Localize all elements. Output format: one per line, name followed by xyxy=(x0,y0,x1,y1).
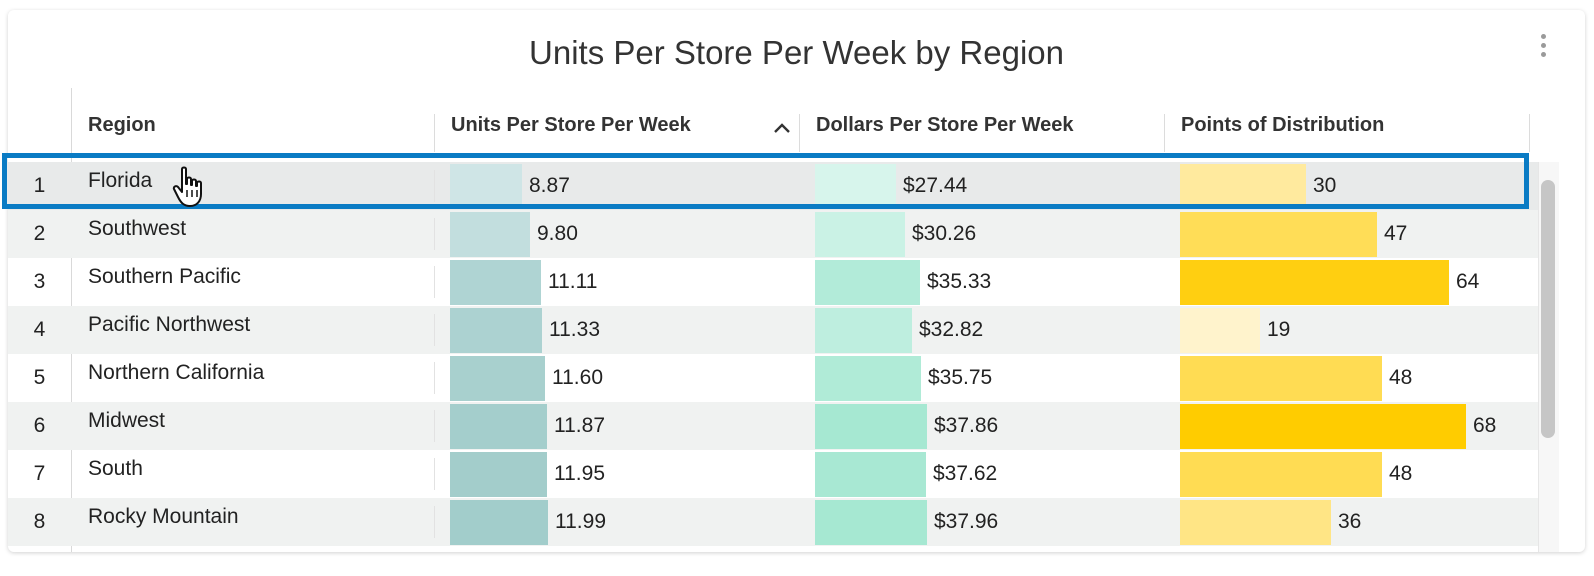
table-row[interactable]: 8 Rocky Mountain 11.99 $37.96 36 xyxy=(8,498,1538,546)
row-number: 8 xyxy=(33,510,46,533)
column-divider[interactable] xyxy=(434,114,435,152)
units-bar[interactable] xyxy=(450,452,547,497)
row-number: 6 xyxy=(33,414,46,437)
units-value: 11.60 xyxy=(552,366,603,389)
cell-divider xyxy=(434,506,435,538)
column-header-points[interactable]: Points of Distribution xyxy=(1181,113,1385,136)
units-bar[interactable] xyxy=(450,212,530,257)
units-value: 11.95 xyxy=(554,462,605,485)
row-number: 2 xyxy=(33,222,46,245)
dollars-bar[interactable] xyxy=(815,452,926,497)
points-bar[interactable] xyxy=(1180,500,1331,545)
row-number: 4 xyxy=(33,318,46,341)
column-header-region[interactable]: Region xyxy=(88,113,156,136)
units-value: 11.33 xyxy=(549,318,600,341)
region-cell[interactable]: South xyxy=(88,457,143,480)
data-grid: Region Units Per Store Per Week Dollars … xyxy=(8,88,1585,552)
points-bar[interactable] xyxy=(1180,356,1382,401)
cell-divider xyxy=(434,314,435,346)
units-value: 8.87 xyxy=(529,174,570,197)
points-bar[interactable] xyxy=(1180,308,1260,353)
region-cell[interactable]: Midwest xyxy=(88,409,166,432)
points-value: 36 xyxy=(1338,510,1362,533)
header-row: Region Units Per Store Per Week Dollars … xyxy=(8,88,1538,163)
column-header-units[interactable]: Units Per Store Per Week xyxy=(451,113,691,136)
region-cell[interactable]: Northern California xyxy=(88,361,265,384)
units-value: 11.11 xyxy=(548,270,598,293)
units-value: 11.87 xyxy=(554,414,605,437)
region-cell[interactable]: Pacific Northwest xyxy=(88,313,251,336)
table-row[interactable]: 5 Northern California 11.60 $35.75 48 xyxy=(8,354,1538,402)
units-value: 11.99 xyxy=(555,510,606,533)
table-card: Units Per Store Per Week by Region Regio… xyxy=(8,10,1585,552)
table-row[interactable]: 4 Pacific Northwest 11.33 $32.82 19 xyxy=(8,306,1538,354)
points-value: 19 xyxy=(1267,318,1291,341)
row-number: 7 xyxy=(33,462,46,485)
dollars-bar[interactable] xyxy=(815,500,927,545)
dollars-value: $35.33 xyxy=(927,270,992,293)
sort-ascending-icon[interactable] xyxy=(770,116,794,140)
points-bar[interactable] xyxy=(1180,164,1306,209)
points-value: 68 xyxy=(1473,414,1497,437)
dollars-bar[interactable] xyxy=(815,404,927,449)
dollars-value: $37.86 xyxy=(934,414,999,437)
dollars-value: $37.62 xyxy=(933,462,998,485)
points-value: 64 xyxy=(1456,270,1480,293)
dollars-value: $32.82 xyxy=(919,318,984,341)
row-number: 3 xyxy=(33,270,46,293)
table-row[interactable]: 2 Southwest 9.80 $30.26 47 xyxy=(8,210,1538,258)
dollars-value: $37.96 xyxy=(934,510,999,533)
points-value: 30 xyxy=(1313,174,1337,197)
column-header-dollars[interactable]: Dollars Per Store Per Week xyxy=(816,113,1074,136)
table-row[interactable]: 6 Midwest 11.87 $37.86 68 xyxy=(8,402,1538,450)
dollars-value: $35.75 xyxy=(928,366,993,389)
dollars-bar[interactable] xyxy=(815,164,896,209)
dollars-bar[interactable] xyxy=(815,260,920,305)
points-bar[interactable] xyxy=(1180,452,1382,497)
cell-divider xyxy=(434,266,435,298)
cell-divider xyxy=(434,410,435,442)
dollars-bar[interactable] xyxy=(815,308,912,353)
dollars-value: $27.44 xyxy=(903,174,968,197)
dollars-value: $30.26 xyxy=(912,222,977,245)
more-options-icon[interactable] xyxy=(1537,32,1549,62)
scrollbar-thumb[interactable] xyxy=(1541,180,1555,438)
units-bar[interactable] xyxy=(450,500,548,545)
column-divider[interactable] xyxy=(1164,114,1165,152)
table-row[interactable]: 1 Florida 8.87 $27.44 30 xyxy=(8,162,1538,210)
region-cell[interactable]: Florida xyxy=(88,169,153,192)
dollars-bar[interactable] xyxy=(815,356,921,401)
points-bar[interactable] xyxy=(1180,260,1449,305)
points-bar[interactable] xyxy=(1180,404,1466,449)
units-bar[interactable] xyxy=(450,356,545,401)
region-cell[interactable]: Southern Pacific xyxy=(88,265,241,288)
units-bar[interactable] xyxy=(450,164,522,209)
units-bar[interactable] xyxy=(450,308,542,353)
row-number: 1 xyxy=(33,174,46,197)
dollars-bar[interactable] xyxy=(815,212,905,257)
column-divider[interactable] xyxy=(799,114,800,152)
cell-divider xyxy=(434,218,435,250)
column-divider[interactable] xyxy=(1529,114,1530,152)
points-bar[interactable] xyxy=(1180,212,1377,257)
region-cell[interactable]: Southwest xyxy=(88,217,187,240)
cell-divider xyxy=(434,170,435,202)
region-cell[interactable]: Rocky Mountain xyxy=(88,505,239,528)
cell-divider xyxy=(434,458,435,490)
cell-divider xyxy=(434,362,435,394)
points-value: 48 xyxy=(1389,366,1413,389)
table-row[interactable]: 7 South 11.95 $37.62 48 xyxy=(8,450,1538,498)
points-value: 47 xyxy=(1384,222,1408,245)
units-bar[interactable] xyxy=(450,260,541,305)
points-value: 48 xyxy=(1389,462,1413,485)
table-row[interactable]: 3 Southern Pacific 11.11 $35.33 64 xyxy=(8,258,1538,306)
units-bar[interactable] xyxy=(450,404,547,449)
chart-title: Units Per Store Per Week by Region xyxy=(529,34,1064,71)
row-number: 5 xyxy=(33,366,46,389)
units-value: 9.80 xyxy=(537,222,578,245)
